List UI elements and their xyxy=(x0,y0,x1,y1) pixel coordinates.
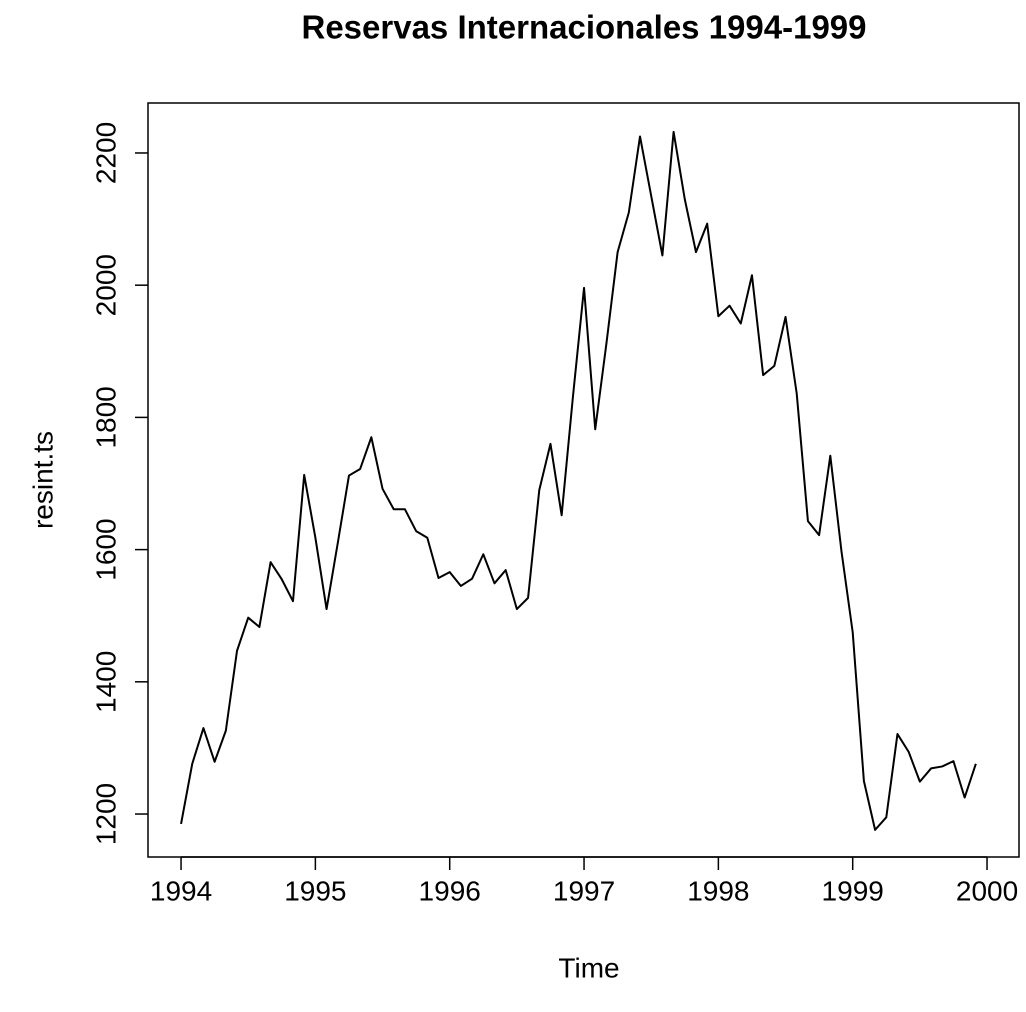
x-tick-label: 1995 xyxy=(284,875,346,906)
y-tick-label: 1400 xyxy=(90,651,121,713)
y-tick-label: 1800 xyxy=(90,386,121,448)
series-line xyxy=(180,130,977,831)
y-axis-label: resint.ts xyxy=(27,431,58,529)
x-tick-label: 1996 xyxy=(419,875,481,906)
x-tick-label: 1997 xyxy=(553,875,615,906)
x-tick-label: 1999 xyxy=(822,875,884,906)
x-tick-label: 1994 xyxy=(150,875,212,906)
x-axis-label: Time xyxy=(558,952,619,983)
y-tick-label: 2200 xyxy=(90,122,121,184)
x-tick-label: 2000 xyxy=(956,875,1018,906)
plot-box xyxy=(147,102,1020,858)
x-tick-label: 1998 xyxy=(687,875,749,906)
y-tick-label: 1200 xyxy=(90,783,121,845)
y-tick-label: 1600 xyxy=(90,518,121,580)
y-tick-label: 2000 xyxy=(90,254,121,316)
chart-title: Reservas Internacionales 1994-1999 xyxy=(301,9,866,46)
